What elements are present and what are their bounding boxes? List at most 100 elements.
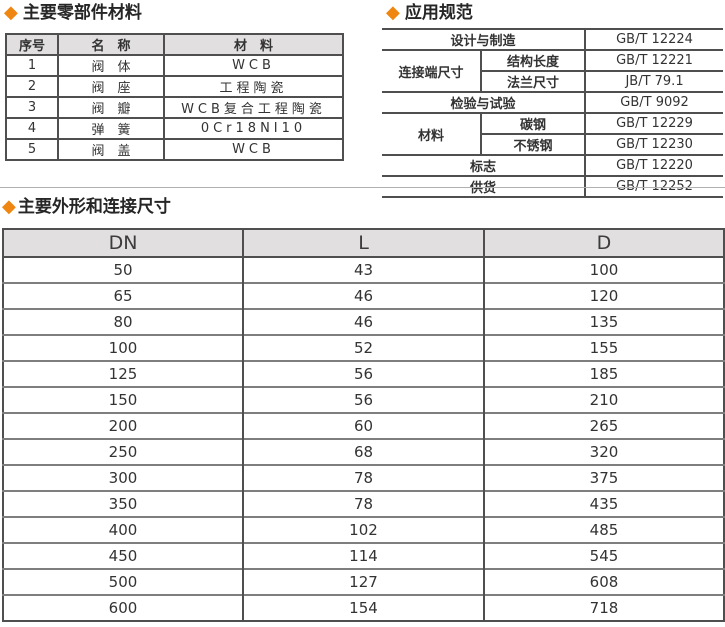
materials-cell-material: WCB: [163, 54, 344, 77]
standards-label: 设计与制造: [382, 29, 586, 51]
dimensions-cell-l: 127: [242, 568, 484, 595]
standards-group-label: 连接端尺寸: [382, 50, 481, 93]
standards-row: 设计与制造 GB/T 12224: [382, 29, 724, 51]
standards-code: GB/T 9092: [584, 92, 724, 114]
materials-cell-material: 工程陶瓷: [163, 75, 344, 98]
dimensions-row: 50 43 100: [3, 256, 724, 283]
standards-row: 法兰尺寸 JB/T 79.1: [382, 71, 724, 93]
materials-cell-index: 1: [5, 54, 59, 77]
dimensions-row: 500 127 608: [3, 568, 724, 595]
materials-header-index: 序号: [5, 33, 59, 56]
standards-label: 结构长度: [479, 50, 586, 72]
standards-label: 标志: [382, 155, 586, 177]
materials-cell-material: 0Cr18NI10: [163, 117, 344, 140]
dimensions-cell-d: 120: [483, 282, 724, 309]
dimensions-cell-d: 135: [483, 308, 724, 335]
dimensions-cell-l: 114: [242, 542, 484, 569]
materials-title-text: 主要零部件材料: [22, 2, 142, 23]
dimensions-cell-l: 56: [242, 386, 484, 413]
dimensions-row: 300 78 375: [3, 464, 724, 491]
dimensions-cell-dn: 250: [3, 438, 243, 465]
dimensions-row: 125 56 185: [3, 360, 724, 387]
standards-label: 法兰尺寸: [479, 71, 586, 93]
materials-row: 3 阀 瓣 WCB复合工程陶瓷: [5, 96, 344, 119]
standards-code: GB/T 12220: [584, 155, 724, 177]
diamond-icon: ◆: [386, 2, 400, 23]
dimensions-cell-d: 435: [483, 490, 724, 517]
dimensions-cell-d: 185: [483, 360, 724, 387]
dimensions-cell-dn: 125: [3, 360, 243, 387]
diamond-icon: ◆: [2, 196, 16, 217]
dimensions-header-dn: DN: [3, 229, 243, 258]
dimensions-row: 80 46 135: [3, 308, 724, 335]
materials-cell-index: 5: [5, 138, 59, 161]
dimensions-cell-l: 154: [242, 594, 484, 621]
materials-header-name: 名 称: [57, 33, 165, 56]
dimensions-cell-l: 43: [242, 256, 484, 283]
materials-cell-material: WCB: [163, 138, 344, 161]
dimensions-row: 100 52 155: [3, 334, 724, 361]
dimensions-cell-dn: 600: [3, 594, 243, 621]
standards-code: GB/T 12230: [584, 134, 724, 156]
dimensions-cell-l: 68: [242, 438, 484, 465]
dimensions-row: 150 56 210: [3, 386, 724, 413]
standards-table: 设计与制造 GB/T 12224 连接端尺寸 结构长度 GB/T 12221 法…: [382, 28, 724, 198]
dimensions-cell-l: 52: [242, 334, 484, 361]
standards-label: 检验与试验: [382, 92, 586, 114]
materials-table: 序号 名 称 材 料 1 阀 体 WCB 2 阀 座 工程陶瓷 3 阀 瓣 WC…: [5, 33, 344, 161]
standards-code: JB/T 79.1: [584, 71, 724, 93]
dimensions-cell-d: 375: [483, 464, 724, 491]
standards-label: 不锈钢: [479, 134, 586, 156]
standards-row: 连接端尺寸 结构长度 GB/T 12221: [382, 50, 724, 93]
dimensions-cell-l: 56: [242, 360, 484, 387]
dimensions-cell-dn: 100: [3, 334, 243, 361]
dimensions-row: 350 78 435: [3, 490, 724, 517]
materials-cell-index: 2: [5, 75, 59, 98]
materials-cell-name: 阀 座: [57, 75, 165, 98]
dimensions-cell-dn: 400: [3, 516, 243, 543]
dimensions-cell-dn: 450: [3, 542, 243, 569]
dimensions-row: 600 154 718: [3, 594, 724, 621]
standards-code: GB/T 12229: [584, 113, 724, 135]
dimensions-cell-d: 485: [483, 516, 724, 543]
dimensions-cell-l: 60: [242, 412, 484, 439]
dimensions-cell-d: 155: [483, 334, 724, 361]
materials-cell-name: 阀 盖: [57, 138, 165, 161]
dimensions-row: 250 68 320: [3, 438, 724, 465]
standards-title-text: 应用规范: [404, 2, 473, 23]
dimensions-header-row: DN L D: [3, 229, 724, 258]
dimensions-cell-dn: 80: [3, 308, 243, 335]
materials-row: 2 阀 座 工程陶瓷: [5, 75, 344, 98]
dimensions-cell-dn: 200: [3, 412, 243, 439]
standards-section-title: ◆ 应用规范: [386, 4, 473, 22]
standards-code: GB/T 12224: [584, 29, 724, 51]
dimensions-cell-l: 78: [242, 490, 484, 517]
standards-group-label: 材料: [382, 113, 481, 156]
standards-code: GB/T 12221: [584, 50, 724, 72]
dimensions-cell-dn: 350: [3, 490, 243, 517]
dimensions-cell-l: 102: [242, 516, 484, 543]
dimensions-row: 400 102 485: [3, 516, 724, 543]
dimensions-cell-d: 100: [483, 256, 724, 283]
dimensions-table: DN L D 50 43 100 65 46 120 80 46 135 100…: [2, 228, 725, 622]
materials-header-material: 材 料: [163, 33, 344, 56]
section-divider: [0, 187, 725, 188]
dimensions-row: 65 46 120: [3, 282, 724, 309]
dimensions-cell-l: 46: [242, 308, 484, 335]
materials-cell-name: 弹 簧: [57, 117, 165, 140]
diamond-icon: ◆: [4, 2, 18, 23]
standards-row: 不锈钢 GB/T 12230: [382, 134, 724, 156]
dimensions-title-text: 主要外形和连接尺寸: [17, 196, 171, 217]
materials-section-title: ◆ 主要零部件材料: [4, 4, 142, 22]
dimensions-header-l: L: [242, 229, 484, 258]
dimensions-cell-d: 608: [483, 568, 724, 595]
dimensions-cell-l: 46: [242, 282, 484, 309]
dimensions-cell-dn: 50: [3, 256, 243, 283]
dimensions-cell-dn: 300: [3, 464, 243, 491]
materials-row: 5 阀 盖 WCB: [5, 138, 344, 161]
materials-cell-material: WCB复合工程陶瓷: [163, 96, 344, 119]
materials-cell-name: 阀 体: [57, 54, 165, 77]
dimensions-cell-d: 718: [483, 594, 724, 621]
dimensions-cell-d: 545: [483, 542, 724, 569]
